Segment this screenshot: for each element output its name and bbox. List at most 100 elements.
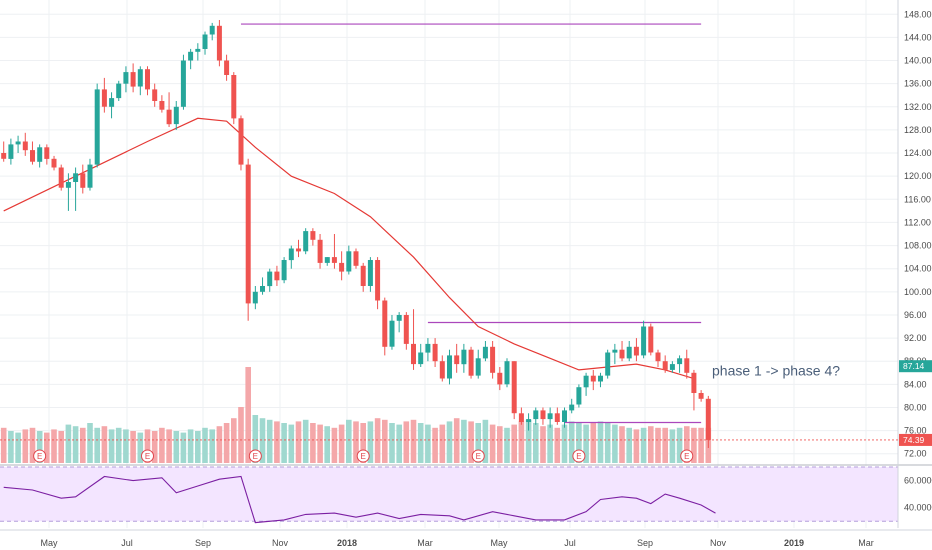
- candle[interactable]: [51, 155, 57, 171]
- earnings-marker[interactable]: E: [356, 449, 370, 463]
- earnings-marker[interactable]: E: [680, 449, 694, 463]
- candle[interactable]: [569, 398, 575, 414]
- candle[interactable]: [180, 54, 186, 110]
- candle[interactable]: [303, 228, 309, 255]
- candle[interactable]: [310, 228, 316, 246]
- candle[interactable]: [641, 320, 647, 359]
- candle[interactable]: [224, 54, 230, 81]
- candle[interactable]: [396, 312, 402, 333]
- candle[interactable]: [317, 234, 323, 269]
- candle[interactable]: [432, 338, 438, 367]
- candle[interactable]: [669, 361, 675, 373]
- earnings-marker[interactable]: E: [33, 449, 47, 463]
- candle[interactable]: [166, 92, 172, 127]
- candle[interactable]: [662, 355, 668, 373]
- candle[interactable]: [403, 312, 409, 350]
- candle[interactable]: [677, 355, 683, 373]
- candle[interactable]: [691, 369, 697, 411]
- candle[interactable]: [137, 66, 143, 96]
- candle[interactable]: [22, 132, 28, 156]
- candle[interactable]: [425, 338, 431, 362]
- candle[interactable]: [605, 349, 611, 379]
- time-axis[interactable]: May Jul Sep Nov 2018 Mar May Jul Sep Nov 2019 Mar: [0, 529, 932, 548]
- candle[interactable]: [8, 138, 14, 165]
- candle[interactable]: [475, 349, 481, 379]
- earnings-marker[interactable]: E: [248, 449, 262, 463]
- candle[interactable]: [260, 277, 265, 295]
- candle[interactable]: [526, 413, 532, 431]
- candle[interactable]: [123, 66, 129, 93]
- candle[interactable]: [274, 265, 280, 286]
- candle[interactable]: [152, 83, 158, 107]
- candle[interactable]: [1, 141, 7, 162]
- candle[interactable]: [101, 77, 107, 113]
- candle[interactable]: [540, 407, 546, 425]
- candle[interactable]: [87, 158, 93, 191]
- candle[interactable]: [439, 355, 445, 382]
- earnings-marker[interactable]: E: [141, 449, 154, 463]
- candle[interactable]: [296, 239, 301, 258]
- candle[interactable]: [188, 48, 194, 70]
- candle[interactable]: [209, 22, 215, 41]
- candle[interactable]: [389, 315, 395, 350]
- candle[interactable]: [454, 343, 460, 373]
- candle[interactable]: [80, 164, 86, 194]
- candle[interactable]: [15, 135, 21, 153]
- candle[interactable]: [281, 257, 287, 284]
- candle[interactable]: [468, 346, 474, 379]
- candle[interactable]: [360, 262, 366, 292]
- candle[interactable]: [705, 395, 711, 448]
- candle[interactable]: [461, 343, 467, 373]
- candle[interactable]: [411, 309, 416, 370]
- candle[interactable]: [482, 341, 488, 362]
- candle[interactable]: [648, 323, 654, 356]
- candle[interactable]: [418, 343, 424, 367]
- candle[interactable]: [37, 144, 43, 168]
- candle[interactable]: [367, 257, 373, 292]
- candle[interactable]: [490, 341, 496, 379]
- candle[interactable]: [58, 164, 64, 191]
- candle[interactable]: [216, 20, 222, 67]
- candle[interactable]: [65, 173, 71, 211]
- current-price-tag[interactable]: 74.39: [899, 433, 932, 446]
- ma-price-tag[interactable]: 87.14: [899, 360, 932, 373]
- candle[interactable]: [684, 349, 690, 379]
- candle[interactable]: [547, 407, 553, 428]
- candle[interactable]: [633, 338, 639, 362]
- candle[interactable]: [159, 95, 165, 113]
- candle[interactable]: [447, 349, 452, 385]
- candle[interactable]: [324, 257, 330, 266]
- candle[interactable]: [382, 297, 388, 356]
- candle[interactable]: [109, 92, 115, 119]
- candle[interactable]: [576, 384, 582, 408]
- candle[interactable]: [245, 158, 251, 321]
- candle[interactable]: [583, 372, 589, 396]
- candle[interactable]: [533, 407, 539, 425]
- candle[interactable]: [590, 369, 596, 391]
- candle[interactable]: [619, 341, 625, 362]
- candle[interactable]: [598, 372, 603, 388]
- price-candles[interactable]: [1, 20, 711, 448]
- candle[interactable]: [288, 245, 294, 269]
- candle[interactable]: [252, 286, 258, 310]
- candle[interactable]: [44, 144, 50, 165]
- candle[interactable]: [612, 343, 618, 365]
- candle[interactable]: [94, 83, 100, 168]
- candle[interactable]: [511, 361, 517, 420]
- candle[interactable]: [655, 349, 661, 367]
- candle[interactable]: [518, 407, 524, 425]
- candle[interactable]: [504, 358, 510, 388]
- candle[interactable]: [145, 66, 150, 96]
- candle[interactable]: [195, 43, 201, 61]
- candle[interactable]: [73, 167, 79, 211]
- rsi-line[interactable]: [3, 475, 716, 524]
- candle[interactable]: [130, 63, 136, 93]
- candle[interactable]: [30, 141, 35, 165]
- rsi-pane[interactable]: [0, 464, 932, 524]
- candle[interactable]: [173, 101, 179, 130]
- price-axis[interactable]: 148.00 144.00 140.00 136.00 132.00 128.00 124.…: [0, 0, 932, 528]
- candle[interactable]: [626, 341, 632, 362]
- candle[interactable]: [267, 268, 273, 292]
